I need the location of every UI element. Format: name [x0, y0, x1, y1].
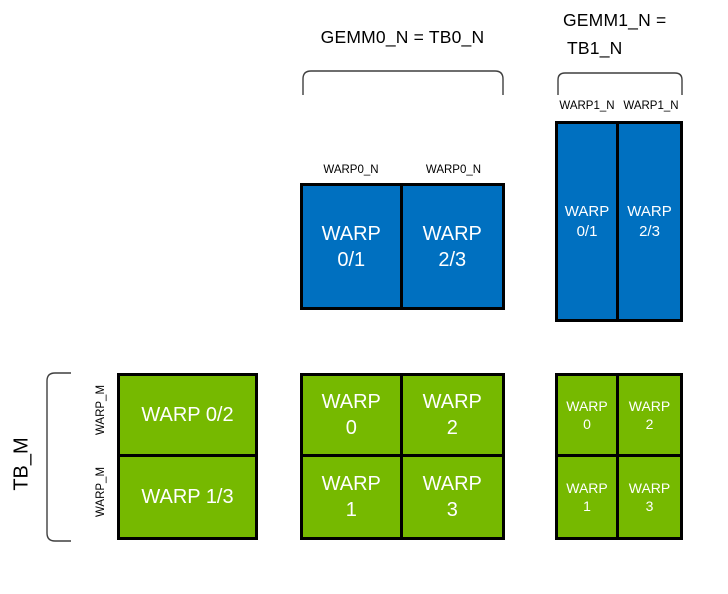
gemm1-n-title-line1: GEMM1_N = [563, 10, 667, 30]
warp-tile-0: WARP 0 [303, 376, 403, 457]
tile-text-line2: 2 [446, 416, 458, 439]
gemm1-warp-tile-01: WARP 0/1 [558, 124, 619, 319]
gemm0-n-title: GEMM0_N = TB0_N [320, 27, 485, 47]
warp-tile-02: WARP 0/2 [120, 376, 255, 457]
tile-text-line1: WARP [564, 202, 610, 220]
tile-text-line1: WARP [627, 202, 672, 220]
left-green-tile-grid: WARP 0/2 WARP 1/3 [117, 373, 258, 540]
tile-text-line2: 0/1 [337, 248, 366, 271]
gemm1-green-accum-grid: WARP 0 WARP 2 WARP 1 WARP 3 [555, 373, 683, 540]
gemm0-n-bracket [302, 70, 504, 95]
warp0-n-label-left: WARP0_N [323, 164, 379, 176]
tile-text-line2: 2/3 [438, 248, 467, 271]
tile-text-line2: 2/3 [639, 222, 660, 240]
tile-text-line1: WARP [628, 479, 671, 496]
tile-text-line1: WARP [321, 390, 381, 413]
tile-text-line2: 1 [583, 497, 591, 514]
tile-text-line1: WARP [321, 222, 381, 245]
tile-text-line1: WARP [566, 479, 608, 496]
tile-text-line2: 0 [583, 415, 591, 432]
gemm0-warp-tile-23: WARP 2/3 [402, 186, 502, 307]
warp-tile-1: WARP 1 [303, 456, 403, 537]
gemm0-green-accum-grid: WARP 0 WARP 2 WARP 1 WARP 3 [300, 373, 505, 540]
gemm1-blue-tile-grid: WARP 0/1 WARP 2/3 [555, 121, 683, 322]
warp-tile-13: WARP 1/3 [120, 456, 255, 537]
tile-text-line1: WARP [422, 390, 482, 413]
gemm1-n-title-line2: TB1_N [567, 38, 623, 58]
warp1-n-label-right: WARP1_N [623, 100, 679, 112]
warp-tile-3: WARP 3 [619, 456, 680, 537]
warp1-n-label-left: WARP1_N [559, 100, 615, 112]
tile-text-line1: WARP [321, 472, 381, 495]
warp-tile-3: WARP 3 [402, 456, 502, 537]
warp-m-label-bottom: WARP_M [95, 466, 107, 518]
gemm0-warp-tile-01: WARP 0/1 [303, 186, 403, 307]
warp-tile-1: WARP 1 [558, 456, 619, 537]
gemm1-warp-tile-23: WARP 2/3 [619, 124, 680, 319]
gemm1-n-title: GEMM1_N = TB1_N [563, 6, 723, 62]
gemm0-blue-tile-grid: WARP 0/1 WARP 2/3 [300, 183, 505, 310]
tile-text-line2: 1 [345, 498, 357, 521]
tile-text-line2: 0/1 [576, 222, 598, 240]
gemm1-n-bracket [557, 72, 683, 95]
tile-text: WARP 1/3 [141, 485, 234, 508]
warp-tile-2: WARP 2 [619, 376, 680, 457]
warp-tile-0: WARP 0 [558, 376, 619, 457]
tile-text-line2: 0 [345, 416, 357, 439]
tile-text-line2: 3 [645, 497, 654, 514]
tile-text-line1: WARP [566, 397, 608, 414]
tile-text: WARP 0/2 [141, 403, 234, 426]
warp-tile-2: WARP 2 [402, 376, 502, 457]
tile-text-line1: WARP [422, 472, 482, 495]
warp0-n-label-right: WARP0_N [425, 164, 482, 176]
warp-m-label-top: WARP_M [95, 384, 107, 436]
tile-text-line1: WARP [422, 222, 482, 245]
tb-m-label: TB_M [10, 437, 33, 491]
tb-m-bracket [46, 372, 71, 542]
tile-text-line2: 3 [446, 498, 458, 521]
tile-text-line2: 2 [645, 415, 654, 432]
tile-text-line1: WARP [628, 397, 671, 414]
